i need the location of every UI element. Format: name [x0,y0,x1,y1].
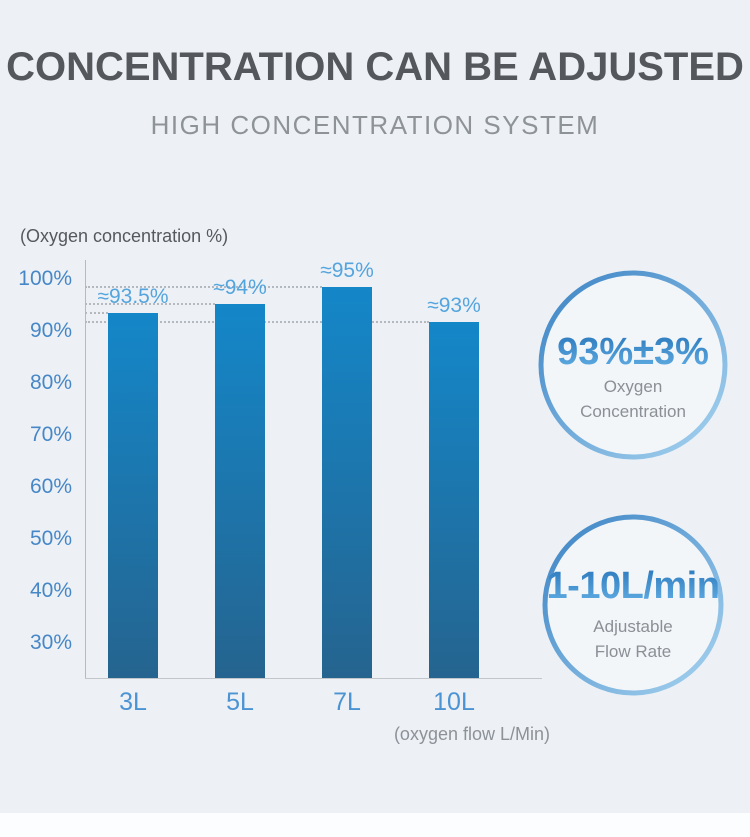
y-tick-label: 90% [29,319,72,343]
badge-label-line: Oxygen [603,377,663,396]
bar [429,321,479,678]
badge-value: 93%±3% [538,332,728,372]
x-category-label: 5L [226,688,254,716]
y-axis-line [85,260,86,678]
x-category-label: 3L [119,688,147,716]
x-axis-line [85,678,542,679]
bottom-strip [0,813,750,837]
bar-value-label: ≈94% [213,276,267,300]
y-tick-label: 70% [29,423,72,447]
y-tick-label: 80% [29,371,72,395]
bar-top-gridline [85,303,215,306]
x-category-label: 7L [333,688,361,716]
y-axis-unit-label: (Oxygen concentration %) [20,226,229,246]
badge-label-line: Flow Rate [594,642,672,661]
y-tick-label: 40% [29,578,72,602]
bar-value-label: ≈93.5% [97,285,169,309]
bar-top-gridline [85,285,322,288]
subtitle: HIGH CONCENTRATION SYSTEM [150,110,600,140]
x-axis-unit-label: (oxygen flow L/Min) [393,724,550,744]
bar [215,304,265,678]
y-tick-label: 60% [29,475,72,498]
circle-ring-icon [538,270,728,460]
badge-label-line: Concentration [580,402,686,421]
bar [108,313,158,678]
badge-value: 1-10L/min [542,565,724,607]
y-tick-label: 100% [18,267,72,291]
bar [322,286,372,678]
oxygen-concentration-badge: 93%±3% Oxygen Concentration [538,270,728,460]
bar-top-gridline [85,312,108,315]
flow-rate-badge: 1-10L/min Adjustable Flow Rate [542,514,724,696]
badge-label-line: Adjustable [593,617,673,636]
bar-value-label: ≈95% [320,258,374,282]
badge-label: Adjustable Flow Rate [542,614,724,664]
circle-ring-icon [542,514,724,696]
badge-label: Oxygen Concentration [538,374,728,424]
bar-value-label: ≈93% [427,293,481,317]
x-category-label: 10L [433,688,475,716]
main-title: CONCENTRATION CAN BE ADJUSTED [6,45,744,89]
y-tick-label: 50% [29,526,72,550]
y-tick-label: 30% [29,630,72,654]
